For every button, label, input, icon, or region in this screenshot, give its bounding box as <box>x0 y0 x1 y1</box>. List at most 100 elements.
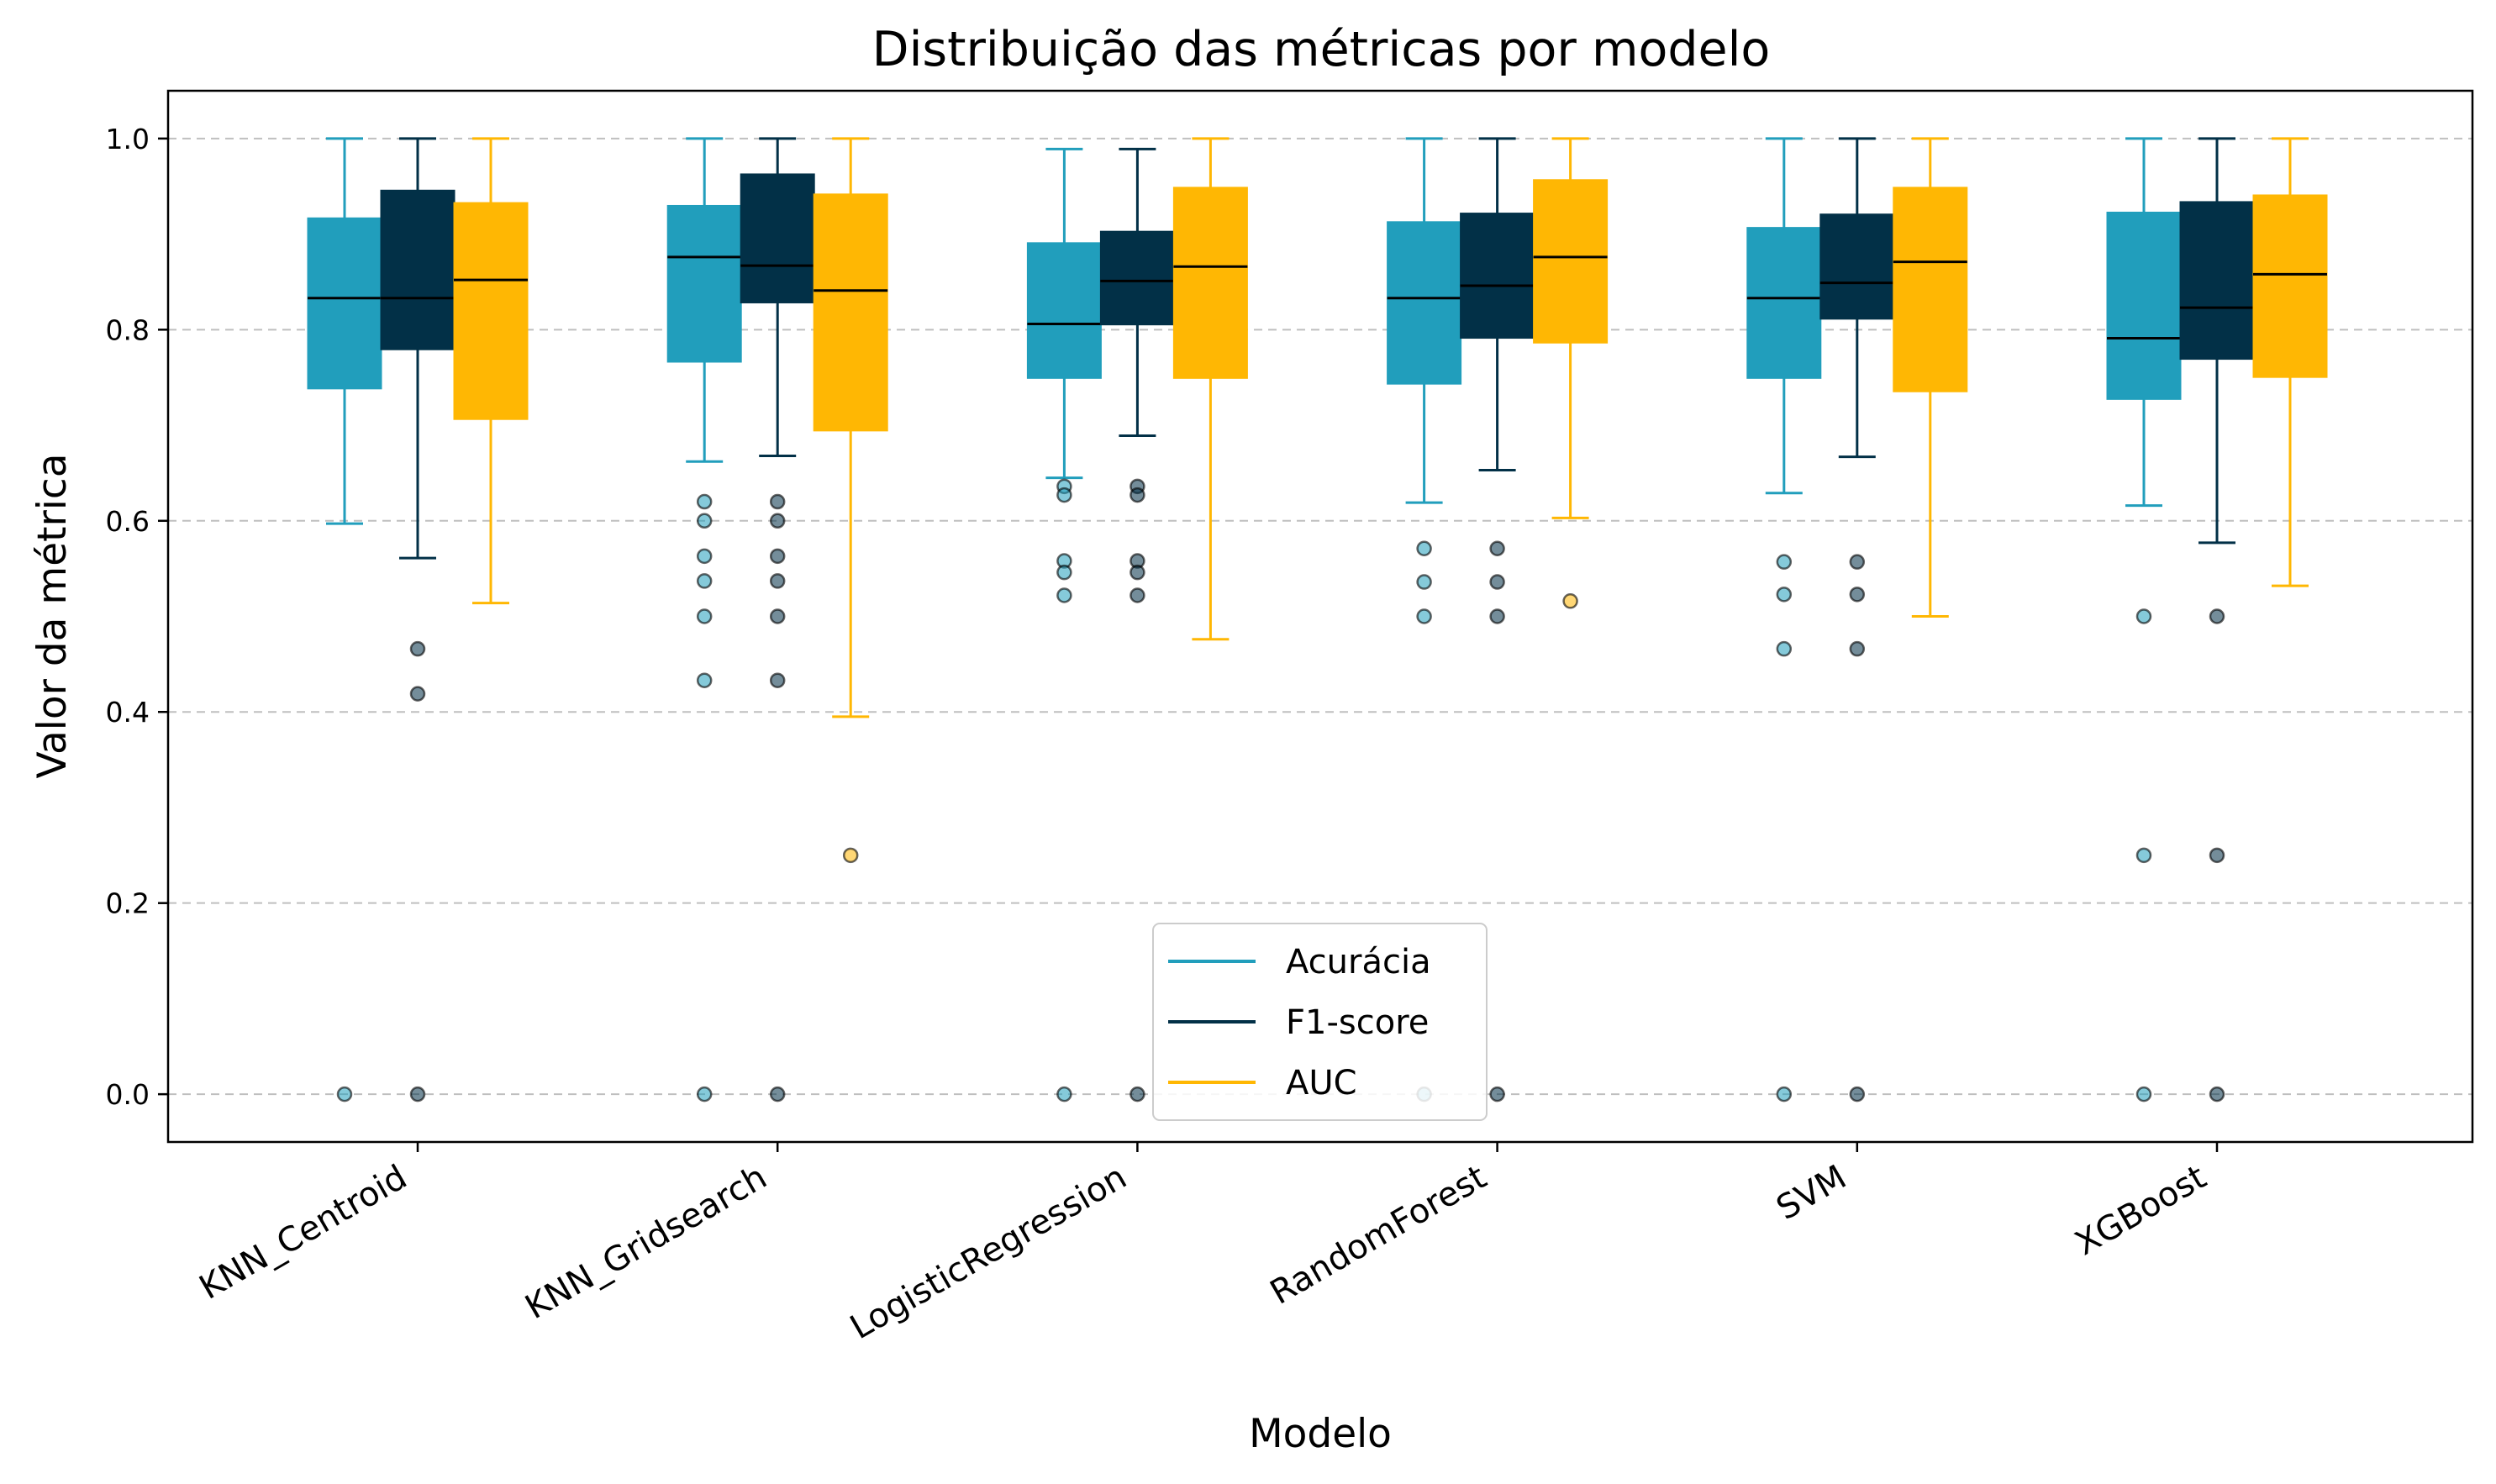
outlier-point <box>2135 847 2152 864</box>
box-body <box>307 217 382 390</box>
outlier-point <box>1416 540 1432 557</box>
box-RandomForest <box>1460 137 1535 1102</box>
box-KNN_Centroid <box>453 137 529 605</box>
box-body <box>1746 227 1822 379</box>
box-body <box>813 193 888 432</box>
outlier-point <box>1056 1086 1072 1102</box>
outlier-point <box>696 548 713 565</box>
box-body <box>453 202 529 420</box>
legend-label: F1-score <box>1286 1003 1429 1042</box>
box-body <box>1172 187 1248 379</box>
legend-label: Acurácia <box>1286 943 1431 981</box>
box-LogisticRegression <box>1172 137 1248 641</box>
box-body <box>1819 213 1895 320</box>
box-body <box>1893 187 1968 392</box>
outlier-point <box>409 1086 426 1102</box>
outlier-point <box>1849 1086 1866 1102</box>
outlier-point <box>336 1086 353 1102</box>
box-LogisticRegression <box>1026 147 1102 1102</box>
series-F1-score <box>380 137 2255 1102</box>
outlier-point <box>696 1086 713 1102</box>
outlier-point <box>696 493 713 510</box>
outlier-point <box>769 513 786 529</box>
outlier-point <box>1849 587 1866 603</box>
outlier-point <box>769 608 786 624</box>
chart-title: Distribuição das métricas por modelo <box>872 22 1771 77</box>
box-body <box>380 189 455 350</box>
box-KNN_Gridsearch <box>740 137 815 1102</box>
box-body <box>1533 179 1609 344</box>
outlier-point <box>2135 608 2152 624</box>
outlier-point <box>769 493 786 510</box>
outlier-point <box>1562 593 1578 609</box>
box-body <box>1099 230 1175 326</box>
y-tick-label: 0.0 <box>106 1078 150 1111</box>
outlier-point <box>1489 1086 1505 1102</box>
box-series <box>307 137 2328 1102</box>
outlier-point <box>696 513 713 529</box>
outlier-point <box>1776 1086 1793 1102</box>
box-body <box>666 204 742 363</box>
y-tick-label: 0.4 <box>106 696 150 729</box>
outlier-point <box>1416 574 1432 590</box>
box-XGBoost <box>2252 137 2328 587</box>
box-SVM <box>1819 137 1895 1102</box>
outlier-point <box>1776 640 1793 657</box>
outlier-point <box>2209 608 2225 624</box>
outlier-point <box>409 640 426 657</box>
outlier-point <box>2209 1086 2225 1102</box>
outlier-point <box>1416 608 1432 624</box>
box-RandomForest <box>1533 137 1609 609</box>
y-tick-label: 0.6 <box>106 505 150 538</box>
axes-frame <box>166 89 2474 1144</box>
box-body <box>2252 194 2328 378</box>
box-body <box>1026 242 1102 379</box>
y-tick-label: 0.8 <box>106 313 150 346</box>
box-KNN_Gridsearch <box>813 137 888 864</box>
series-AUC <box>453 137 2328 864</box>
outlier-point <box>1849 640 1866 657</box>
box-SVM <box>1893 137 1968 618</box>
outlier-point <box>769 1086 786 1102</box>
box-XGBoost <box>2179 137 2255 1102</box>
series-Acurácia <box>307 137 2182 1102</box>
box-LogisticRegression <box>1099 147 1175 1102</box>
box-XGBoost <box>2106 137 2182 1102</box>
outlier-point <box>2135 1086 2152 1102</box>
box-body <box>2106 211 2182 400</box>
outlier-point <box>1130 564 1145 581</box>
outlier-point <box>769 573 786 589</box>
outlier-point <box>769 548 786 565</box>
plot-area <box>166 89 2474 1144</box>
box-KNN_Gridsearch <box>666 137 742 1102</box>
outlier-point <box>2209 847 2225 864</box>
box-body <box>1387 221 1462 385</box>
outlier-point <box>1056 587 1072 603</box>
outlier-point <box>1776 587 1793 603</box>
outlier-point <box>1130 587 1145 603</box>
y-axis: 0.0 0.2 0.4 0.6 0.8 1.0 <box>106 123 168 1111</box>
box-body <box>1460 213 1535 339</box>
outlier-point <box>1489 608 1505 624</box>
outlier-point <box>1849 554 1866 570</box>
outlier-point <box>1776 554 1793 570</box>
x-axis-label: Modelo <box>1249 1411 1392 1457</box>
outlier-point <box>1130 487 1145 503</box>
outlier-point <box>842 847 859 864</box>
outlier-point <box>1056 564 1072 581</box>
legend-label: AUC <box>1286 1064 1357 1102</box>
outlier-point <box>696 608 713 624</box>
y-tick-label: 1.0 <box>106 123 150 155</box>
box-body <box>2179 201 2255 360</box>
legend: Acurácia F1-score AUC <box>1152 923 1488 1121</box>
outlier-point <box>696 573 713 589</box>
outlier-point <box>696 672 713 688</box>
outlier-point <box>1489 540 1505 557</box>
outlier-point <box>769 672 786 688</box>
outlier-point <box>409 686 426 702</box>
box-body <box>740 173 815 303</box>
grid-lines <box>168 137 2472 1096</box>
outlier-point <box>1130 1086 1145 1102</box>
outlier-point <box>1489 574 1505 590</box>
